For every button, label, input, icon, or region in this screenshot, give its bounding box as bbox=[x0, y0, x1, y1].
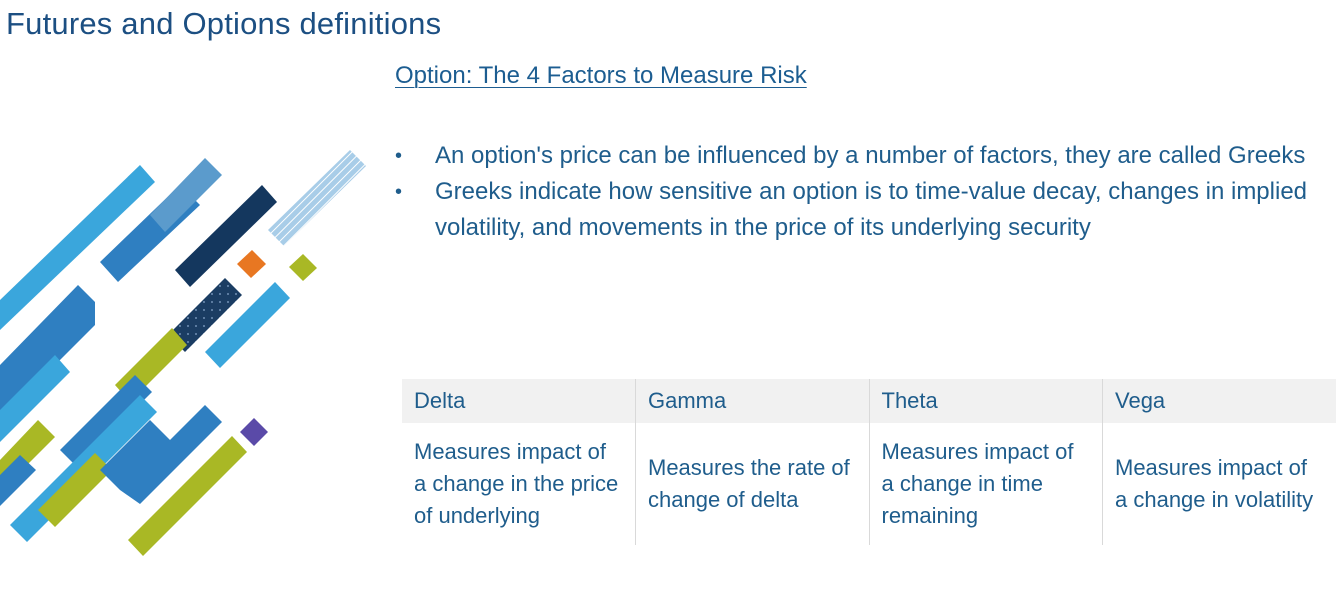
header-vega: Vega bbox=[1102, 379, 1336, 423]
decorative-stripes-graphic bbox=[0, 150, 366, 556]
cell-gamma-description: Measures the rate of change of delta bbox=[635, 423, 869, 545]
header-theta: Theta bbox=[868, 379, 1103, 423]
header-gamma: Gamma bbox=[635, 379, 869, 423]
header-delta: Delta bbox=[402, 379, 636, 423]
bullet-text: An option's price can be influenced by a… bbox=[435, 142, 1306, 169]
table-header-row: Delta Gamma Theta Vega bbox=[402, 379, 1336, 423]
cell-delta-description: Measures impact of a change in the price… bbox=[414, 439, 619, 528]
bullet-list: • An option's price can be influenced by… bbox=[395, 138, 1330, 246]
bullet-dot-icon: • bbox=[395, 181, 403, 203]
cell-vega-description: Measures impact of a change in volatilit… bbox=[1102, 423, 1336, 545]
table-row: Measures impact of a change in the price… bbox=[402, 423, 1336, 545]
section-subtitle: Option: The 4 Factors to Measure Risk bbox=[395, 62, 807, 89]
cell-theta-description: Measures impact of a change in time rema… bbox=[868, 423, 1103, 545]
bullet-item: • An option's price can be influenced by… bbox=[395, 138, 1330, 174]
bullet-text: Greeks indicate how sensitive an option … bbox=[435, 178, 1308, 241]
bullet-item: • Greeks indicate how sensitive an optio… bbox=[395, 174, 1330, 246]
bullet-dot-icon: • bbox=[395, 145, 403, 167]
greeks-table: Delta Gamma Theta Vega Measures impact o… bbox=[402, 379, 1336, 545]
page-title: Futures and Options definitions bbox=[6, 6, 442, 41]
